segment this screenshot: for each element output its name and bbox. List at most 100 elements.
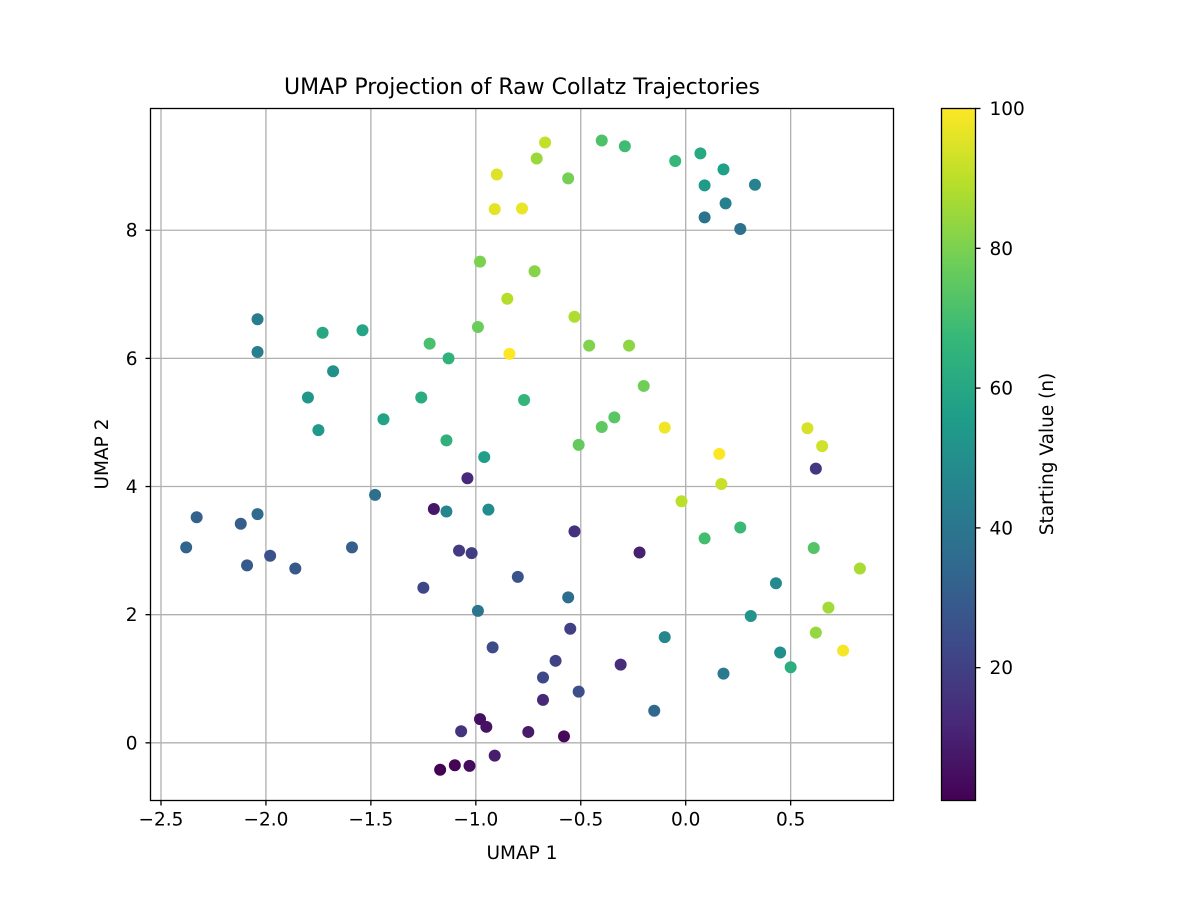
data-point: [658, 421, 671, 434]
data-point: [417, 581, 430, 594]
data-point: [748, 178, 761, 191]
data-point: [461, 472, 474, 485]
data-point: [595, 134, 608, 147]
data-point: [572, 685, 585, 698]
data-point: [822, 601, 835, 614]
data-point: [784, 661, 797, 674]
data-point: [715, 477, 728, 490]
colorbar-tick-label: 100: [990, 99, 1025, 120]
colorbar-tick-label: 40: [990, 518, 1014, 539]
y-axis-label: UMAP 2: [92, 419, 113, 490]
data-point: [448, 759, 461, 772]
data-point: [769, 577, 782, 590]
data-point: [440, 505, 453, 518]
data-point: [557, 730, 570, 743]
data-point: [316, 326, 329, 339]
x-tick-label: 0.5: [776, 810, 805, 831]
data-point: [511, 570, 524, 583]
data-point: [440, 434, 453, 447]
data-point: [549, 654, 562, 667]
data-point: [583, 339, 596, 352]
colorbar-tick-label: 60: [990, 379, 1014, 400]
data-point: [669, 155, 682, 168]
data-point: [623, 339, 636, 352]
data-point: [474, 255, 487, 268]
data-points: [180, 134, 866, 776]
data-point: [377, 413, 390, 426]
data-point: [190, 511, 203, 524]
data-point: [522, 725, 535, 738]
data-point: [501, 292, 514, 305]
data-point: [234, 517, 247, 530]
data-point: [853, 562, 866, 575]
data-point: [503, 347, 516, 360]
data-point: [488, 749, 501, 762]
y-tick-label: 8: [126, 221, 138, 242]
data-point: [568, 525, 581, 538]
colorbar-tick-label: 20: [990, 658, 1014, 679]
data-point: [482, 503, 495, 516]
data-point: [180, 541, 193, 554]
data-point: [816, 440, 829, 453]
colorbar-label: Starting Value (n): [1037, 373, 1058, 536]
data-point: [251, 345, 264, 358]
grid-lines: [150, 108, 894, 801]
colorbar-ticks: 20 40 60 80 100: [975, 99, 1025, 679]
data-point: [480, 720, 493, 733]
data-point: [618, 140, 631, 153]
data-point: [530, 152, 543, 165]
data-point: [734, 222, 747, 235]
data-point: [717, 163, 730, 176]
data-point: [369, 488, 382, 501]
data-point: [427, 502, 440, 515]
data-point: [251, 313, 264, 326]
data-point: [648, 704, 661, 717]
data-point: [614, 658, 627, 671]
data-point: [801, 422, 814, 435]
data-point: [528, 265, 541, 278]
data-point: [434, 763, 447, 776]
data-point: [564, 622, 577, 635]
data-point: [694, 147, 707, 160]
data-point: [809, 462, 822, 475]
y-tick-label: 0: [126, 733, 138, 754]
y-tick-label: 6: [126, 349, 138, 370]
data-point: [289, 562, 302, 575]
data-point: [807, 542, 820, 555]
data-point: [488, 203, 501, 216]
data-point: [698, 179, 711, 192]
data-point: [345, 541, 358, 554]
data-point: [719, 197, 732, 210]
x-axis-ticks: −2.5 −2.0 −1.5 −1.0 −0.5 0.0 0.5: [139, 800, 805, 831]
data-point: [471, 604, 484, 617]
data-point: [251, 508, 264, 521]
plot-frame: [149, 107, 895, 802]
colorbar-tick-label: 80: [990, 239, 1014, 260]
data-point: [516, 202, 528, 215]
data-point: [241, 559, 254, 572]
y-tick-label: 2: [126, 605, 138, 626]
data-point: [717, 667, 730, 680]
data-point: [539, 136, 552, 149]
data-point: [637, 379, 650, 392]
chart-title: UMAP Projection of Raw Collatz Trajector…: [284, 75, 760, 100]
data-point: [698, 211, 711, 224]
data-point: [423, 337, 436, 350]
x-tick-label: −1.5: [348, 810, 393, 831]
data-point: [837, 644, 850, 657]
data-point: [486, 641, 499, 654]
data-point: [536, 671, 549, 684]
data-point: [455, 725, 468, 738]
data-point: [465, 547, 478, 560]
data-point: [536, 693, 549, 706]
y-tick-label: 4: [126, 477, 138, 498]
data-point: [453, 544, 466, 557]
x-tick-label: 0.0: [671, 810, 700, 831]
data-point: [301, 391, 314, 404]
data-point: [518, 394, 531, 407]
data-point: [633, 546, 646, 559]
data-point: [568, 310, 581, 323]
data-point: [356, 324, 369, 337]
x-tick-label: −2.0: [243, 810, 288, 831]
